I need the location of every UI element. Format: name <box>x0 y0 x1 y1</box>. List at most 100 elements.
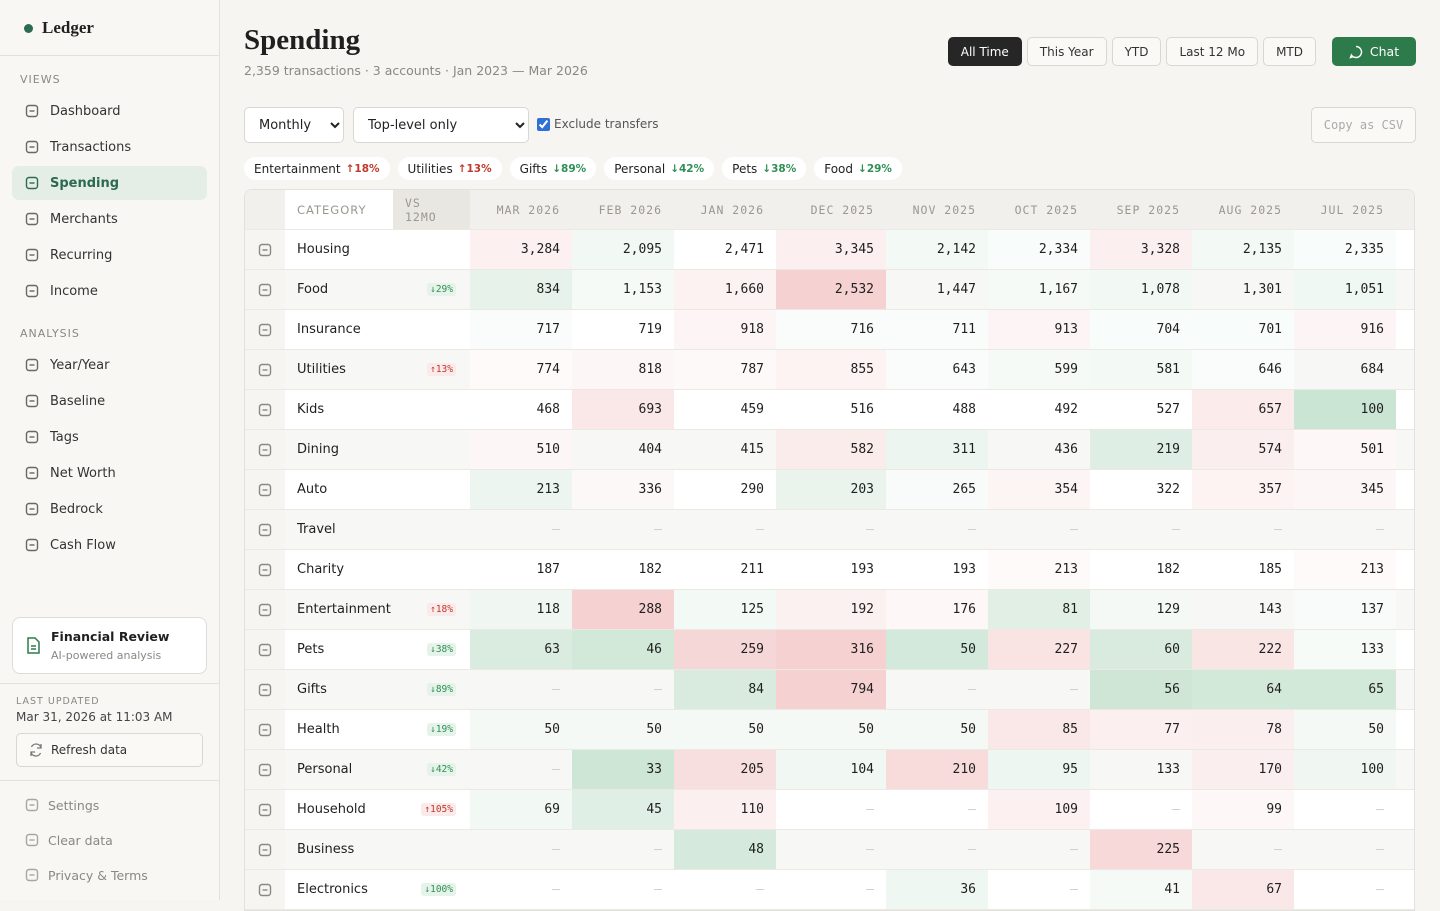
range-button[interactable]: Last 12 Mo <box>1166 37 1259 66</box>
icon <box>25 104 39 118</box>
table-row[interactable]: Food ↓29% 834 1,153 1,660 2,532 1,447 1,167 1,07… <box>245 270 1414 310</box>
value-cell: 311 <box>886 430 988 469</box>
nav-item[interactable]: Dashboard <box>12 94 207 128</box>
value-cell: 203 <box>776 470 886 509</box>
range-button[interactable]: YTD <box>1111 37 1162 66</box>
value-cell: 187 <box>470 550 572 589</box>
nav-item[interactable]: Merchants <box>12 202 207 236</box>
category: Health <box>285 710 393 749</box>
table-row[interactable]: Insurance 717 719 918 716 711 913 704 701 916 <box>245 310 1414 350</box>
table-row[interactable]: Entertainment ↑18% 118 288 125 192 176 81 129 143… <box>245 590 1414 630</box>
icon <box>258 883 272 896</box>
vs-cell <box>393 310 470 349</box>
nav-item[interactable]: Transactions <box>12 130 207 164</box>
value-cell: – <box>988 670 1090 709</box>
chip-name: Personal <box>614 161 666 176</box>
nav-item[interactable]: Baseline <box>12 384 207 418</box>
value-cell: 78 <box>1192 710 1294 749</box>
nav-item[interactable]: Spending <box>12 166 207 200</box>
footer-link[interactable]: Settings <box>24 797 99 813</box>
nav-item[interactable]: Tags <box>12 420 207 454</box>
value-cell: – <box>1294 870 1396 909</box>
value-cell: – <box>1090 510 1192 549</box>
exclude-transfers[interactable]: Exclude transfers <box>537 117 658 131</box>
value-cell: 2,335 <box>1294 230 1396 269</box>
footer-link[interactable]: Clear data <box>24 832 113 848</box>
table-row[interactable]: Travel – – – – – – – – – <box>245 510 1414 550</box>
value-cell: – <box>988 870 1090 909</box>
value-cell: 719 <box>572 310 674 349</box>
icon <box>258 563 272 576</box>
nav-item[interactable]: Year/Year <box>12 348 207 382</box>
value-cell: 357 <box>1192 470 1294 509</box>
icon <box>258 803 272 816</box>
value-cell: 711 <box>886 310 988 349</box>
value-cell: 415 <box>674 430 776 469</box>
period-select[interactable]: Monthly <box>244 107 344 143</box>
table-row[interactable]: Dining 510 404 415 582 311 436 219 574 501 <box>245 430 1414 470</box>
chip[interactable]: Utilities ↑13% <box>397 157 502 180</box>
table-row[interactable]: Kids 468 693 459 516 488 492 527 657 100 <box>245 390 1414 430</box>
range-buttons: All Time This Year YTD Last 12 Mo MTD <box>947 37 1316 66</box>
nav-item[interactable]: Net Worth <box>12 456 207 490</box>
overflow-cell <box>1396 470 1414 509</box>
value-cell: 81 <box>988 590 1090 629</box>
header-cell: SEP 2025 <box>1116 202 1180 217</box>
table-row[interactable]: Gifts ↓89% – –84 794– –56 64 65 <box>245 670 1414 710</box>
value-cell: 129 <box>1090 590 1192 629</box>
overflow-cell <box>1396 230 1414 269</box>
refresh-button[interactable]: Refresh data <box>16 733 203 767</box>
table-row[interactable]: Auto 213 336 290 203 265 354 322 357 345 <box>245 470 1414 510</box>
value-cell: 787 <box>674 350 776 389</box>
table-row[interactable]: Health ↓19% 50 50 50 50 50 85 77 78 50 <box>245 710 1414 750</box>
table-row[interactable]: Utilities ↑13% 774 818 787 855 643 599 581 646 684 <box>245 350 1414 390</box>
nav-item[interactable]: Recurring <box>12 238 207 272</box>
review-card[interactable]: Financial Review AI-powered analysis <box>12 617 207 674</box>
value-cell: – <box>1294 510 1396 549</box>
range-button[interactable]: This Year <box>1026 37 1107 66</box>
vs-cell: ↓29% <box>393 270 470 309</box>
chat-button[interactable]: Chat <box>1332 37 1416 66</box>
value-cell: – <box>776 790 886 829</box>
row-icon <box>245 630 285 669</box>
chip[interactable]: Entertainment ↑18% <box>244 157 390 180</box>
table-row[interactable]: Pets ↓38% 63 46 259 316 50 227 60 222 133 <box>245 630 1414 670</box>
chip[interactable]: Pets ↓38% <box>722 157 807 180</box>
table-row[interactable]: Business – –48– – –225– – <box>245 830 1414 870</box>
table-row[interactable]: Household ↑105% 69 45 110– –109–99– <box>245 790 1414 830</box>
nav-item[interactable]: Income <box>12 274 207 308</box>
checkbox[interactable] <box>537 117 550 131</box>
icon <box>258 443 272 456</box>
table-row[interactable]: Electronics ↓100% – – – –36–41 67– <box>245 870 1414 910</box>
footer-link[interactable]: Privacy & Terms <box>24 867 148 883</box>
copy-button[interactable]: Copy as CSV <box>1311 107 1416 143</box>
value-cell: 2,334 <box>988 230 1090 269</box>
category: Entertainment <box>285 590 393 629</box>
overflow-cell <box>1396 350 1414 389</box>
table-row[interactable]: Housing 3,284 2,095 2,471 3,345 2,142 2,334 3,3… <box>245 230 1414 270</box>
value-cell: 599 <box>988 350 1090 389</box>
value-cell: 2,532 <box>776 270 886 309</box>
nav-item[interactable]: Cash Flow <box>12 528 207 562</box>
section-label: VIEWS <box>20 73 61 86</box>
nav-label: Tags <box>50 429 79 445</box>
row-icon <box>245 830 285 869</box>
value-cell: 36 <box>886 870 988 909</box>
overflow-cell <box>1396 430 1414 469</box>
nav-label: Bedrock <box>50 501 103 517</box>
refresh-label: Refresh data <box>51 743 128 757</box>
value-cell: 50 <box>674 710 776 749</box>
value-cell: 63 <box>470 630 572 669</box>
nav-item[interactable]: Bedrock <box>12 492 207 526</box>
level-select[interactable]: Top-level only <box>353 107 529 143</box>
table-row[interactable]: Charity 187 182 211 193 193 213 182 185 213 <box>245 550 1414 590</box>
chip[interactable]: Gifts ↓89% <box>509 157 597 180</box>
range-button[interactable]: All Time <box>947 37 1022 66</box>
table-row[interactable]: Personal ↓42% –33 205 104 210 95 133 170 100 <box>245 750 1414 790</box>
range-button[interactable]: MTD <box>1263 37 1316 66</box>
chip[interactable]: Food ↓29% <box>814 157 902 180</box>
footer-label: Privacy & Terms <box>48 867 148 883</box>
row-icon <box>245 670 285 709</box>
chip-change: ↑13% <box>457 162 492 175</box>
chip[interactable]: Personal ↓42% <box>604 157 715 180</box>
